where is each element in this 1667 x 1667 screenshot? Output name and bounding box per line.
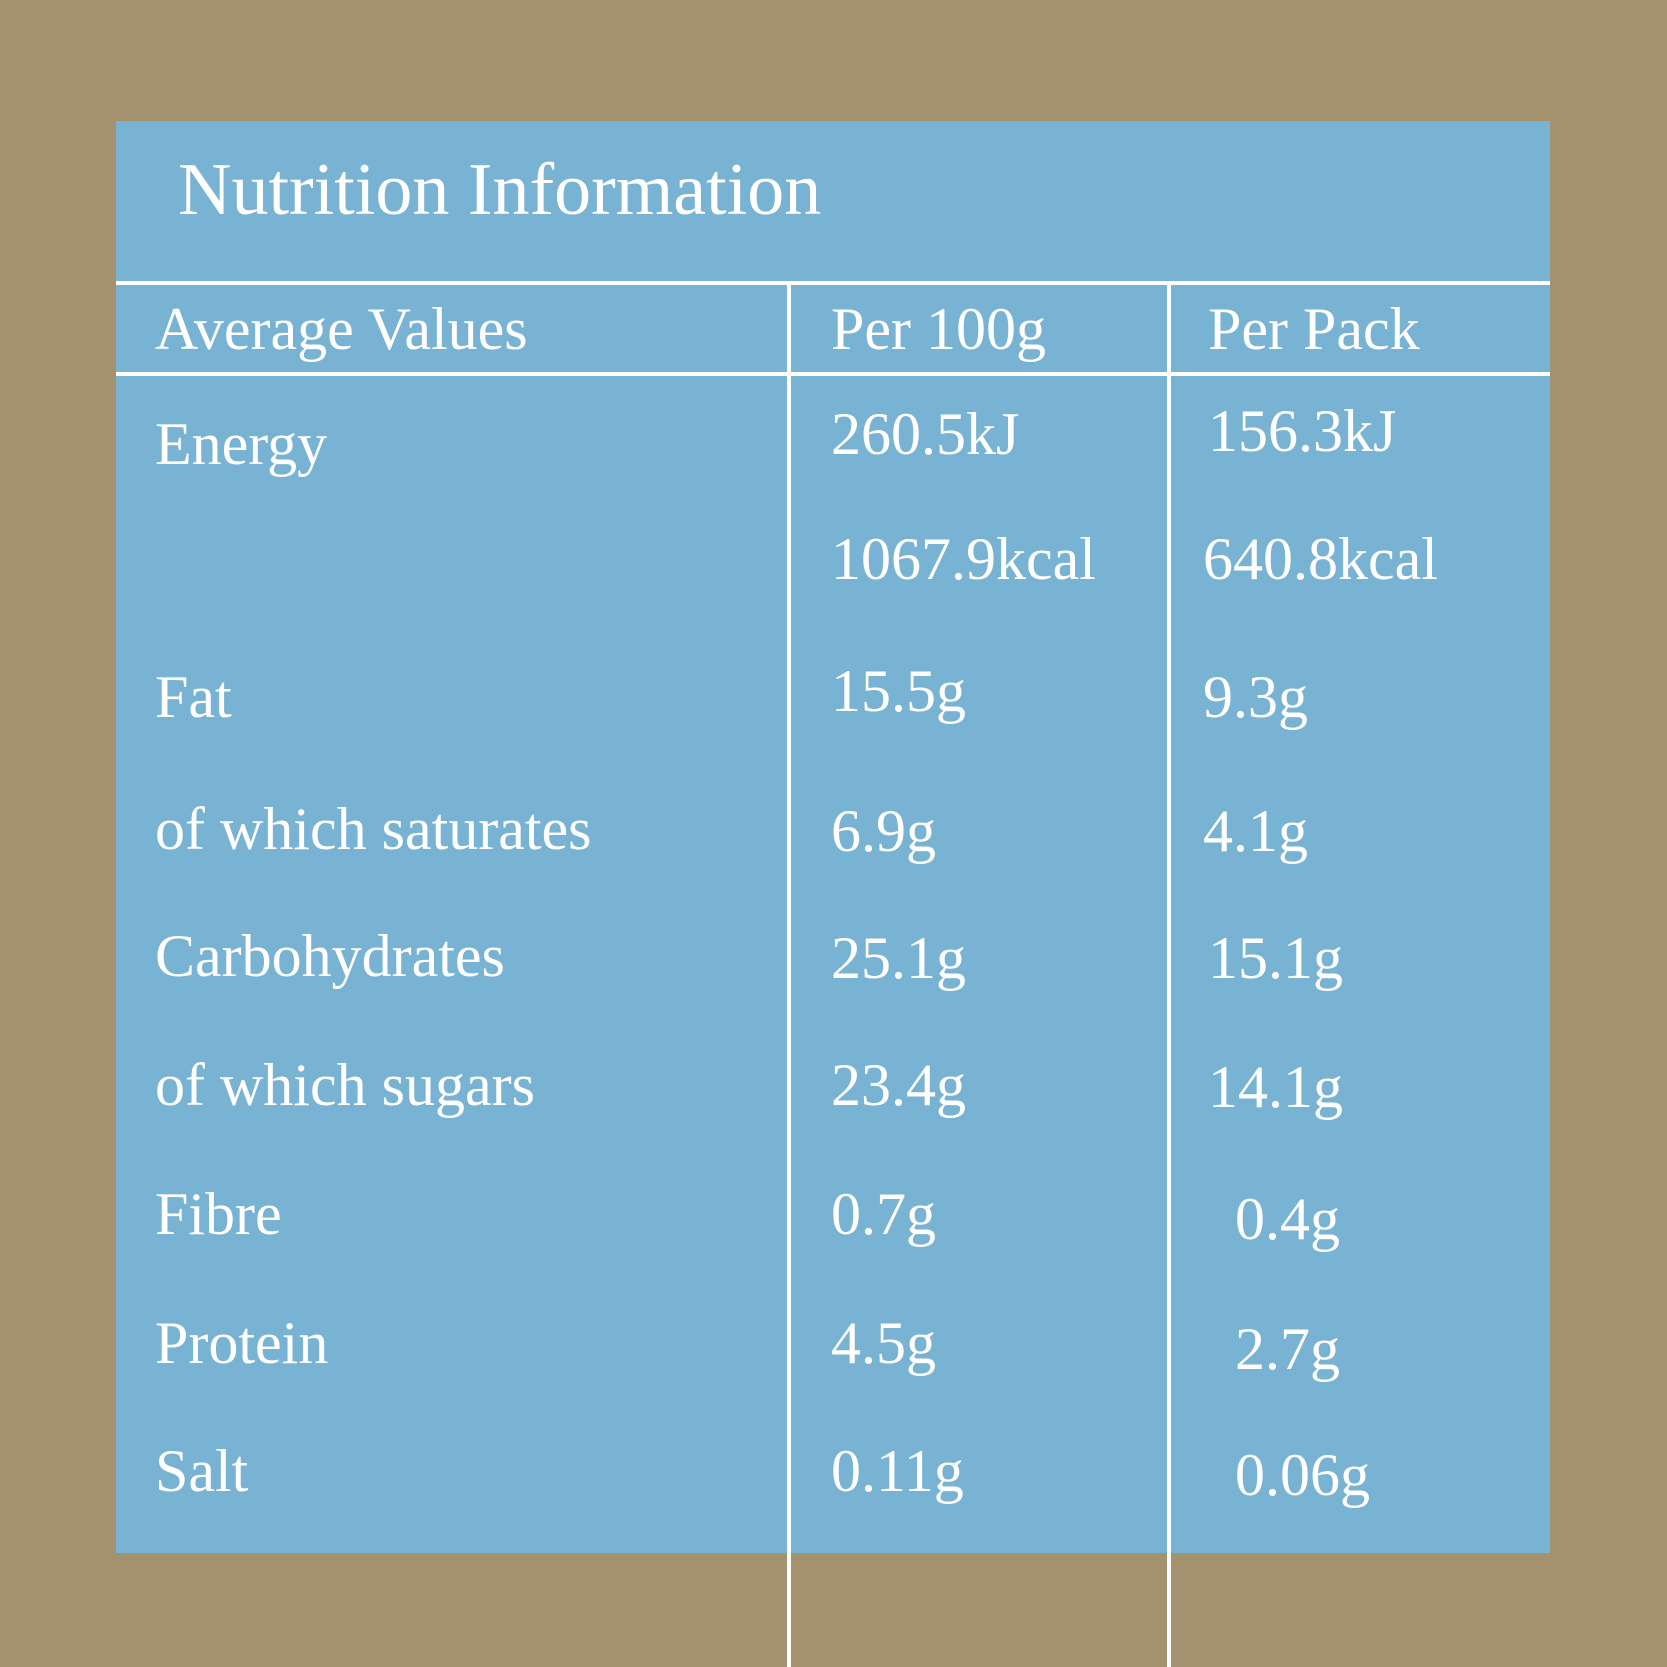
column-divider-perpack <box>1167 281 1171 1667</box>
row-fibre-name: Fibre <box>155 1181 282 1247</box>
row-carbohydrates-name: Carbohydrates <box>155 923 505 989</box>
row-sugars-name: of which sugars <box>155 1052 535 1118</box>
row-salt-name: Salt <box>155 1438 249 1504</box>
column-divider-per100 <box>787 281 791 1667</box>
row-carbohydrates-per100: 25.1g <box>831 925 966 991</box>
row-salt-perpack: 0.06g <box>1235 1442 1370 1508</box>
header-per-100g: Per 100g <box>831 296 1046 362</box>
row-salt-per100: 0.11g <box>831 1438 964 1504</box>
row-saturates-perpack: 4.1g <box>1203 798 1308 864</box>
row-sugars-per100: 23.4g <box>831 1052 966 1118</box>
row-carbohydrates-perpack: 15.1g <box>1208 925 1343 991</box>
row-energy-name: Energy <box>155 411 328 477</box>
row-energy-kcal-perpack: 640.8kcal <box>1203 526 1438 592</box>
row-fat-name: Fat <box>155 664 232 730</box>
row-protein-name: Protein <box>155 1310 329 1376</box>
row-fat-per100: 15.5g <box>831 658 966 724</box>
row-energy-perpack: 156.3kJ <box>1208 398 1397 464</box>
nutrition-panel: Nutrition Information Average Values Per… <box>116 121 1550 1667</box>
row-fibre-perpack: 0.4g <box>1235 1186 1340 1252</box>
header-bottom-divider <box>116 372 1550 376</box>
row-saturates-per100: 6.9g <box>831 798 936 864</box>
row-sugars-perpack: 14.1g <box>1208 1054 1343 1120</box>
row-saturates-name: of which saturates <box>155 796 592 862</box>
row-fat-perpack: 9.3g <box>1203 664 1308 730</box>
panel-title: Nutrition Information <box>178 149 822 231</box>
header-top-divider <box>116 281 1550 285</box>
row-fibre-per100: 0.7g <box>831 1181 936 1247</box>
header-per-pack: Per Pack <box>1208 296 1420 362</box>
row-energy-kcal-per100: 1067.9kcal <box>831 526 1096 592</box>
header-average-values: Average Values <box>155 296 528 362</box>
row-energy-per100: 260.5kJ <box>831 401 1020 467</box>
row-protein-perpack: 2.7g <box>1235 1316 1340 1382</box>
row-protein-per100: 4.5g <box>831 1310 936 1376</box>
